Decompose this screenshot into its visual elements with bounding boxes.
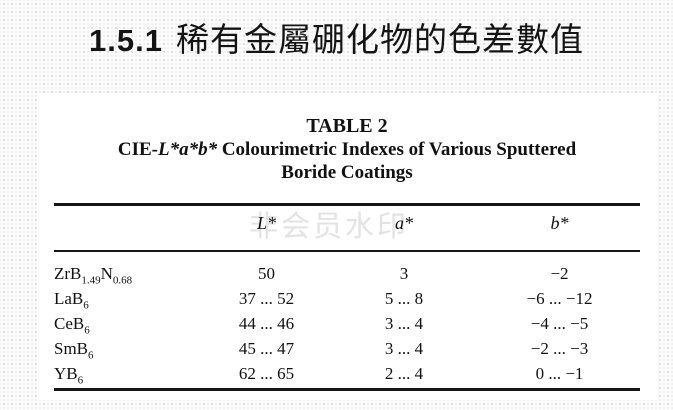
title-text: 稀有金屬硼化物的色差數值 — [175, 23, 584, 59]
b-value-cell: −4 ... −5 — [530, 313, 589, 333]
l-value-cell: 62 ... 65 — [238, 363, 295, 383]
substance-cell: ZrB1.49N0.68 — [54, 263, 133, 286]
l-value-cell: 45 ... 47 — [238, 338, 295, 358]
column-header-row: L* a* b* — [54, 213, 640, 234]
table-row: ZrB1.49N0.68 50 3 −2 — [54, 261, 640, 286]
a-value-cell: 3 ... 4 — [384, 313, 424, 333]
substance-column-header — [54, 213, 204, 234]
b-value-cell: −6 ... −12 — [526, 288, 593, 308]
table-caption-line2: CIE-L*a*b* Colourimetric Indexes of Vari… — [117, 139, 577, 160]
watermark-text: 非会员水印 — [249, 211, 410, 243]
substance-cell: LaB6 — [54, 288, 89, 311]
substance-cell: SmB6 — [54, 338, 94, 361]
title-section-number: 1.5.1 — [89, 23, 163, 58]
substance-cell: YB6 — [54, 363, 84, 386]
b-value-cell: 0 ... −1 — [535, 363, 584, 383]
content-panel: TABLE 2 CIE-L*a*b* Colourimetric Indexes… — [39, 93, 658, 400]
l-value-cell: 37 ... 52 — [238, 288, 295, 308]
table-rule-header-bottom — [54, 250, 640, 252]
l-value-cell: 44 ... 46 — [238, 313, 295, 333]
a-value-cell: 2 ... 4 — [384, 363, 424, 383]
substance-cell: CeB6 — [54, 313, 90, 336]
page-title: 1.5.1 稀有金屬硼化物的色差數值 — [0, 13, 673, 61]
table-row: YB6 62 ... 65 2 ... 4 0 ... −1 — [54, 361, 640, 386]
b-value-cell: −2 ... −3 — [530, 338, 589, 358]
a-star-column-header: a* — [395, 213, 413, 233]
table-row: LaB6 37 ... 52 5 ... 8 −6 ... −12 — [54, 286, 640, 311]
table-caption-number: TABLE 2 — [306, 115, 388, 137]
table-row: SmB6 45 ... 47 3 ... 4 −2 ... −3 — [54, 336, 640, 361]
a-value-cell: 3 ... 4 — [384, 338, 424, 358]
a-value-cell: 5 ... 8 — [384, 288, 424, 308]
b-star-column-header: b* — [550, 213, 569, 233]
table-rule-top — [54, 203, 640, 206]
b-value-cell: −2 — [550, 263, 569, 283]
table-caption: TABLE 2 CIE-L*a*b* Colourimetric Indexes… — [54, 114, 640, 184]
l-star-column-header: L* — [256, 213, 276, 233]
l-value-cell: 50 — [258, 263, 275, 283]
table-body: ZrB1.49N0.68 50 3 −2 LaB6 37 ... 52 5 ... 8 −6 … — [54, 261, 640, 386]
a-value-cell: 3 — [399, 263, 409, 283]
table-rule-bottom — [54, 388, 640, 391]
table-caption-line3: Boride Coatings — [281, 162, 413, 183]
table-row: CeB6 44 ... 46 3 ... 4 −4 ... −5 — [54, 311, 640, 336]
